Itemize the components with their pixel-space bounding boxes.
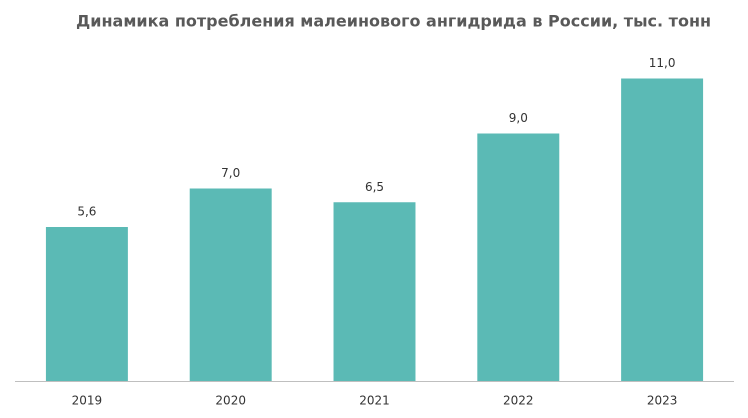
bar bbox=[477, 133, 560, 381]
x-tick-label: 2021 bbox=[359, 394, 390, 408]
x-tick-label: 2020 bbox=[215, 394, 246, 408]
bar bbox=[333, 202, 416, 381]
x-tick-label: 2023 bbox=[647, 394, 678, 408]
bar bbox=[189, 188, 272, 381]
data-label: 9,0 bbox=[509, 111, 528, 125]
x-tick-label: 2022 bbox=[503, 394, 534, 408]
bar bbox=[621, 78, 704, 381]
bar bbox=[45, 227, 128, 381]
data-label: 7,0 bbox=[221, 166, 240, 180]
data-label: 11,0 bbox=[649, 56, 676, 70]
data-label: 5,6 bbox=[77, 205, 96, 219]
chart-title: Динамика потребления малеинового ангидри… bbox=[76, 12, 711, 31]
data-label: 6,5 bbox=[365, 180, 384, 194]
x-tick-label: 2019 bbox=[72, 394, 103, 408]
